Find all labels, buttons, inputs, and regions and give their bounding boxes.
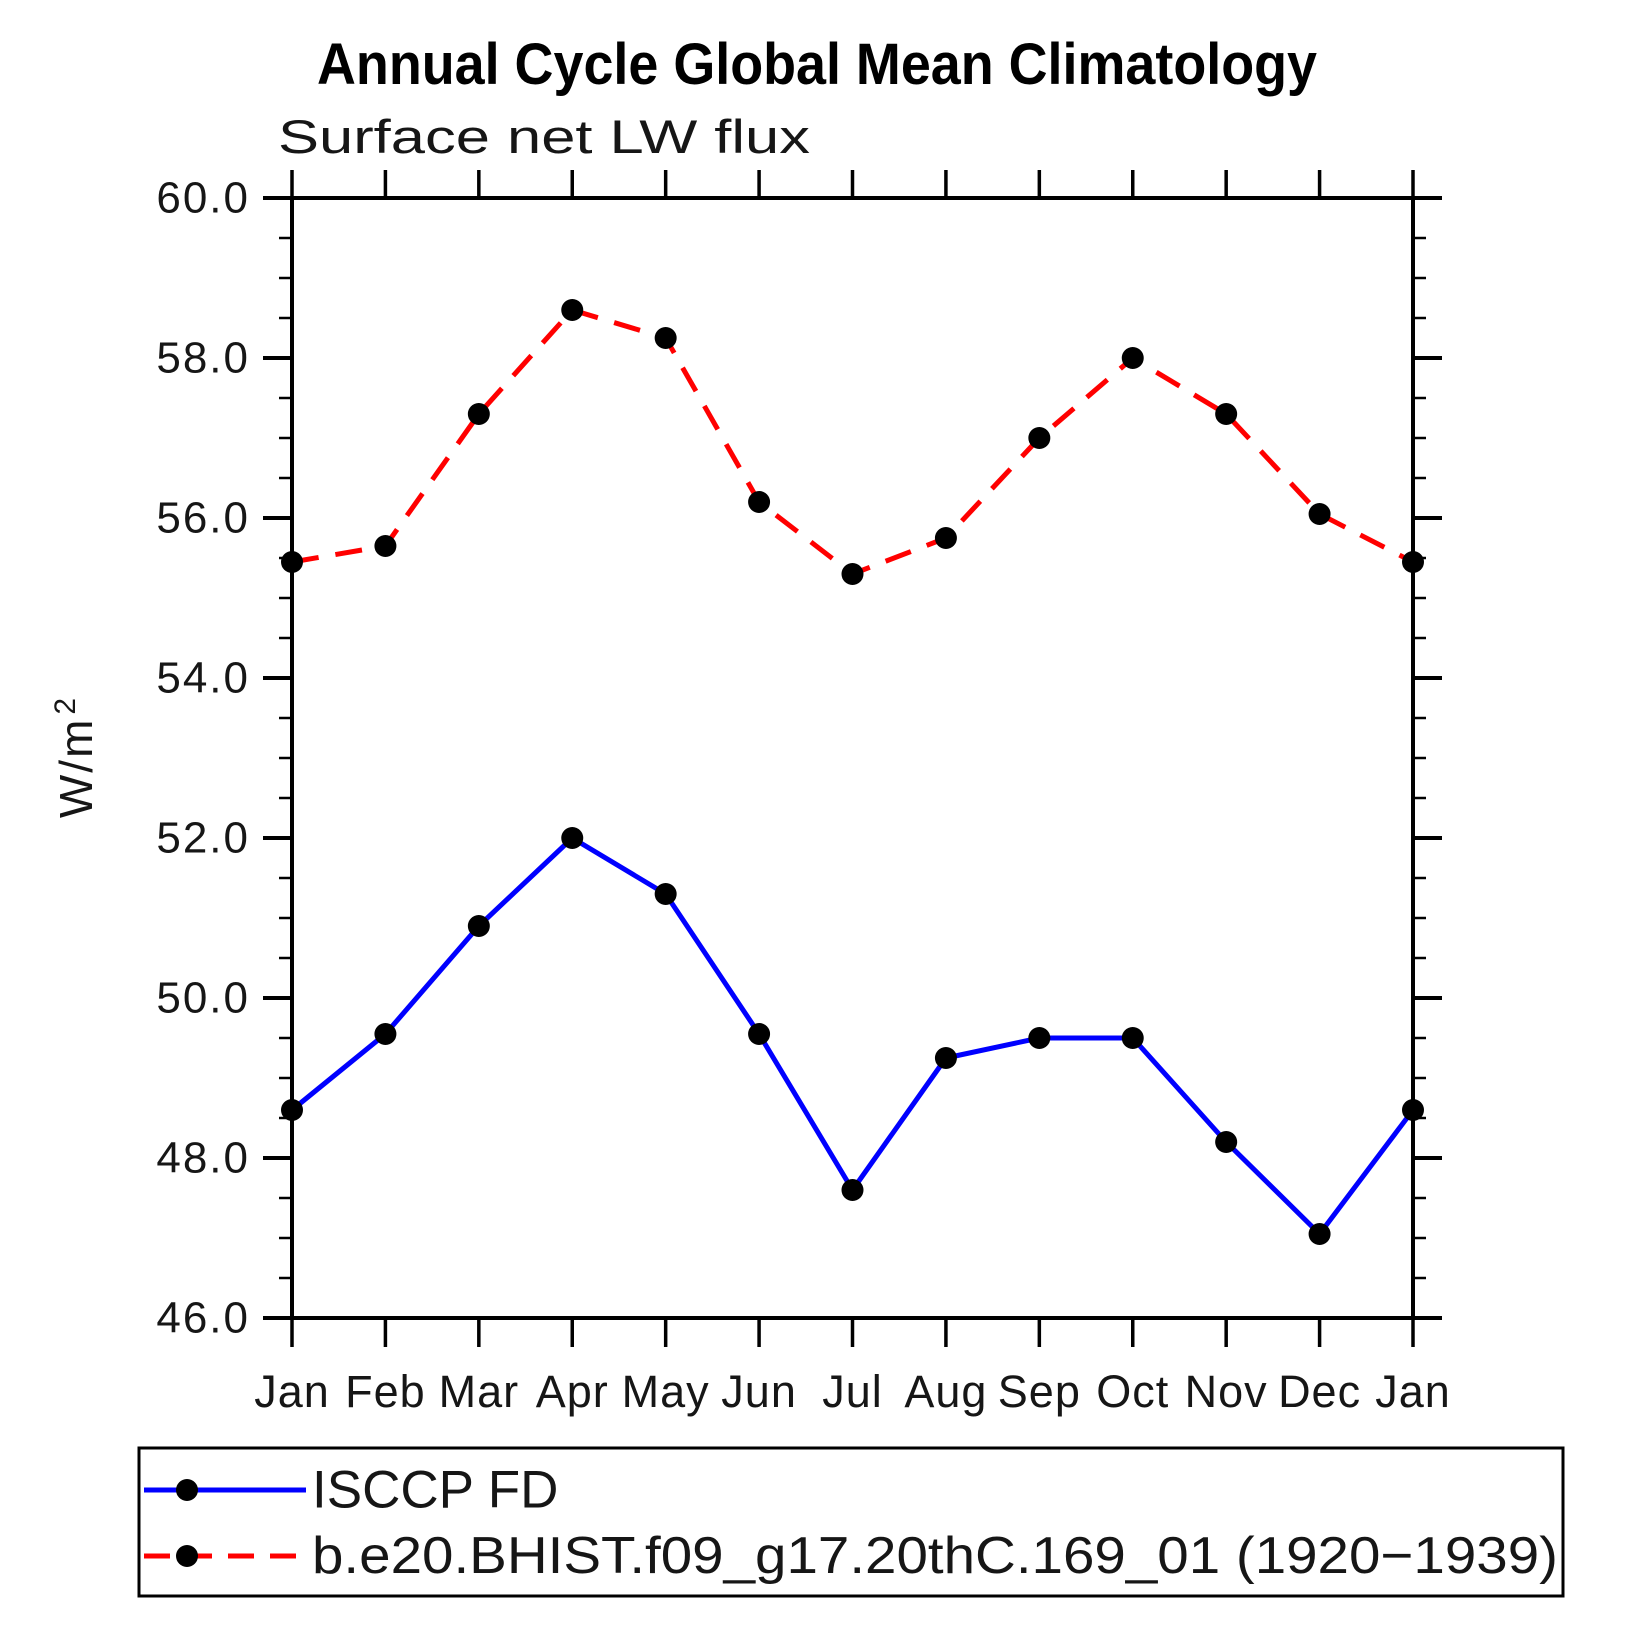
data-point-0-dec: [1308, 1223, 1331, 1245]
x-tick-label: Jan: [254, 1366, 330, 1417]
data-point-0-aug: [934, 1047, 957, 1069]
x-tick-label: Jul: [822, 1366, 883, 1417]
y-tick-label: 46.0: [156, 1294, 250, 1343]
data-point-1-jun: [748, 491, 771, 513]
legend-box: [137, 1446, 1565, 1598]
x-tick-label: Jun: [721, 1366, 797, 1417]
legend-item-isccp-fd: ISCCP FD: [144, 1461, 558, 1520]
data-point-0-jun: [748, 1023, 771, 1045]
legend-marker-dot: [176, 1545, 198, 1567]
x-tick-label: Jan: [1375, 1366, 1451, 1417]
data-point-0-may: [654, 883, 677, 905]
x-tick-label: Sep: [998, 1366, 1081, 1417]
data-point-0-jul: [841, 1179, 864, 1201]
data-point-0-oct: [1121, 1027, 1144, 1049]
data-point-0-sep: [1028, 1027, 1051, 1049]
y-axis-title-base: W/m: [50, 718, 102, 819]
x-tick-label: Apr: [536, 1366, 609, 1417]
y-axis-title-superscript: 2: [49, 696, 82, 715]
x-tick-label: May: [622, 1366, 710, 1417]
legend-label-isccp-fd: ISCCP FD: [312, 1461, 558, 1520]
data-point-1-jul: [841, 563, 864, 585]
legend-item-model-run: b.e20.BHIST.f09_g17.20thC.169_01 (1920−1…: [144, 1527, 1558, 1585]
y-tick-label: 60.0: [156, 174, 250, 223]
data-point-1-dec: [1308, 503, 1331, 525]
y-tick-label: 50.0: [156, 974, 250, 1023]
x-tick-label: Mar: [439, 1366, 520, 1417]
data-point-1-jan: [1402, 551, 1424, 573]
data-point-0-jan: [1402, 1099, 1424, 1121]
data-point-0-nov: [1215, 1131, 1238, 1153]
y-tick-label: 58.0: [156, 334, 250, 383]
data-point-1-aug: [934, 527, 957, 549]
y-tick-label: 56.0: [156, 494, 250, 543]
y-tick-label: 54.0: [156, 654, 250, 703]
data-point-1-apr: [561, 299, 584, 321]
series-line-0: [290, 835, 1415, 1237]
data-point-1-sep: [1028, 427, 1051, 449]
legend: ISCCP FD b.e20.BHIST.f09_g17.20thC.169_0…: [137, 1446, 1565, 1598]
chart-subtitle: Surface net LW flux: [278, 110, 810, 163]
data-point-1-nov: [1215, 403, 1238, 425]
x-tick-label: Aug: [904, 1366, 987, 1417]
data-point-1-may: [654, 327, 677, 349]
data-point-1-jan: [281, 551, 303, 573]
legend-marker-dot: [176, 1479, 198, 1501]
x-tick-label: Feb: [345, 1366, 426, 1417]
legend-label-model-run: b.e20.BHIST.f09_g17.20thC.169_01 (1920−1…: [312, 1527, 1558, 1585]
y-axis-title: W/m 2: [49, 696, 102, 818]
data-point-0-jan: [281, 1099, 303, 1121]
data-point-0-mar: [467, 915, 490, 937]
data-point-1-mar: [467, 403, 490, 425]
data-point-1-feb: [374, 535, 397, 557]
x-tick-label: Oct: [1096, 1366, 1169, 1417]
y-tick-label: 52.0: [156, 814, 250, 863]
y-tick-label: 48.0: [156, 1134, 250, 1183]
data-point-0-apr: [561, 827, 584, 849]
series-line-1: [291, 307, 1415, 577]
x-tick-label: Nov: [1185, 1366, 1268, 1417]
data-point-1-oct: [1121, 347, 1144, 369]
x-tick-label: Dec: [1278, 1366, 1361, 1417]
page-title: Annual Cycle Global Mean Climatology: [317, 32, 1317, 97]
data-point-0-feb: [374, 1023, 397, 1045]
